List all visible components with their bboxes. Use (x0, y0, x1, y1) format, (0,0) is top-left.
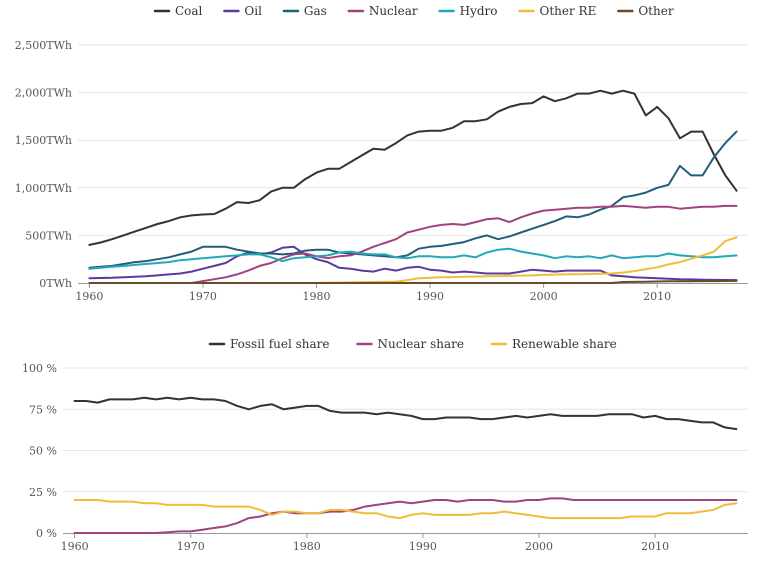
chart-1-legend-item-hydro[interactable]: Hydro (438, 4, 498, 18)
chart-1-legend-item-other-re[interactable]: Other RE (518, 4, 597, 18)
chart-1-legend-item-nuclear[interactable]: Nuclear (347, 4, 418, 18)
chart-1-legend-label-gas: Gas (304, 4, 327, 18)
chart-1-y-tick-label: 2,500TWh (15, 39, 72, 52)
chart-2-x-tick-label: 1990 (409, 540, 437, 553)
chart-2-series-line-fossil-fuel-share (73, 396, 738, 431)
chart-1-legend-label-hydro: Hydro (460, 4, 498, 18)
chart-1-x-tick-label: 1980 (302, 290, 330, 303)
chart-2-x-tick-label: 2010 (641, 540, 669, 553)
chart-1-y-tick-label: 500TWh (25, 229, 72, 242)
chart-1-legend-label-other-re: Other RE (540, 4, 597, 18)
chart-2-legend: Fossil fuel share Nuclear share Renewable … (208, 337, 617, 351)
chart-1-legend-item-coal[interactable]: Coal (153, 4, 203, 18)
chart-2-legend-label-nuclear-share: Nuclear share (378, 337, 464, 351)
chart-1-legend: Coal Oil Gas Nuclear Hydro Other RE Other (153, 4, 674, 18)
chart-2-legend-item-nuclear-share[interactable]: Nuclear share (356, 337, 464, 351)
chart-2-legend-item-renewable-share[interactable]: Renewable share (490, 337, 617, 351)
chart-1-legend-item-gas[interactable]: Gas (282, 4, 327, 18)
chart-2-y-tick-label: 100 % (22, 362, 57, 375)
chart-1-x-tick-label: 1970 (189, 290, 217, 303)
chart-2-x-tick-label: 1970 (177, 540, 205, 553)
chart-1-y-tick-label: 1,500TWh (15, 134, 72, 147)
chart-2: 0 % 25 % 50 % 75 % 100 % 1960 1970 1980 1990 2000… (22, 337, 748, 553)
chart-1-legend-label-other: Other (638, 4, 673, 18)
chart-1-series-line-hydro (88, 247, 738, 270)
chart-1-legend-label-nuclear: Nuclear (369, 4, 418, 18)
chart-1-legend-label-coal: Coal (175, 4, 203, 18)
chart-1-x-tick-label: 1960 (75, 290, 103, 303)
chart-2-series-line-renewable-share (73, 499, 738, 520)
chart-1-series-line-oil (88, 245, 738, 282)
chart-1-legend-label-oil: Oil (244, 4, 262, 18)
chart-1: 0TWh 500TWh 1,000TWh 1,500TWh 2,000TWh 2,500T… (15, 4, 748, 303)
chart-1-x-tick-label: 1990 (416, 290, 444, 303)
chart-2-y-tick-label: 25 % (29, 486, 57, 499)
chart-1-series-line-other (88, 279, 738, 284)
chart-1-x-tick-label: 2010 (643, 290, 671, 303)
chart-1-series-line-coal (88, 89, 738, 246)
chart-2-y-tick-label: 75 % (29, 403, 57, 416)
chart-2-legend-item-fossil-fuel-share[interactable]: Fossil fuel share (208, 337, 330, 351)
chart-2-y-tick-label: 50 % (29, 445, 57, 458)
chart-2-x-tick-label: 1980 (293, 540, 321, 553)
chart-1-series-line-gas (88, 130, 738, 269)
chart-1-legend-item-oil[interactable]: Oil (223, 4, 262, 18)
chart-2-y-tick-label: 0 % (36, 527, 57, 540)
chart-2-legend-label-renewable-share: Renewable share (512, 337, 617, 351)
chart-1-y-tick-label: 1,000TWh (15, 182, 72, 195)
chart-1-x-tick-label: 2000 (530, 290, 558, 303)
chart-2-x-tick-label: 2000 (525, 540, 553, 553)
chart-2-x-tick-label: 1960 (61, 540, 89, 553)
chart-1-y-tick-label: 2,000TWh (15, 87, 72, 100)
chart-1-y-tick-label: 0TWh (39, 277, 72, 290)
chart-2-series-line-nuclear-share (73, 497, 738, 534)
chart-2-legend-label-fossil-fuel-share: Fossil fuel share (230, 337, 330, 351)
chart-1-series-line-nuclear (88, 204, 738, 284)
chart-1-legend-item-other[interactable]: Other (617, 4, 674, 18)
